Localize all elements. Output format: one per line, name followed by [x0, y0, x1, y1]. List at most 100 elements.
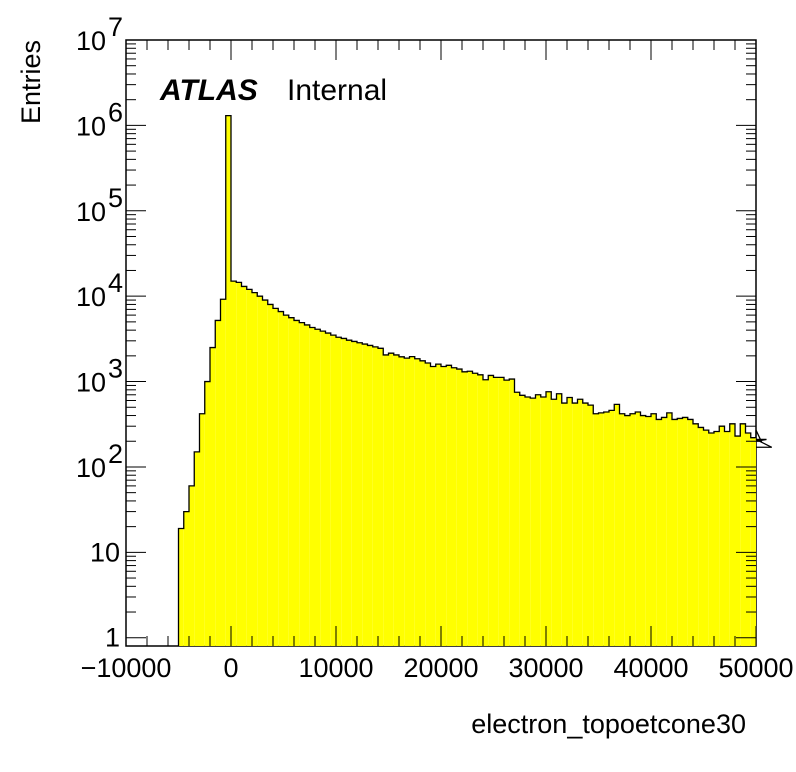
histogram-bar — [462, 371, 468, 646]
histogram-bar — [656, 419, 662, 646]
histogram-bar — [698, 427, 704, 646]
histogram-bar — [509, 379, 515, 646]
histogram-bar — [609, 410, 615, 646]
histogram-bar — [278, 311, 284, 646]
histogram-bar — [341, 338, 347, 646]
histogram-bar — [246, 289, 252, 646]
histogram-bar — [204, 381, 210, 646]
y-axis-title: Entries — [16, 40, 46, 124]
internal-label: Internal — [287, 74, 387, 107]
histogram-bar — [729, 423, 735, 646]
y-tick-label: 10 — [76, 26, 106, 56]
histogram-bar — [477, 374, 483, 646]
histogram-bar — [483, 379, 489, 646]
histogram-bar — [724, 431, 730, 646]
histogram-bar — [519, 395, 525, 646]
histogram-bar — [472, 373, 478, 646]
histogram-bar — [220, 299, 226, 646]
y-tick-label: 10 — [76, 197, 106, 227]
histogram-bar — [635, 412, 641, 646]
histogram-bar — [745, 432, 751, 646]
histogram-bar — [640, 415, 646, 646]
histogram-bar — [645, 416, 651, 646]
histogram-bar — [488, 375, 494, 646]
histogram-bar — [231, 281, 237, 646]
histogram-bar — [556, 393, 562, 646]
histogram-bar — [651, 413, 657, 646]
histogram-bar — [252, 292, 258, 646]
histogram-bar — [294, 320, 300, 646]
histogram-bar — [267, 304, 273, 646]
x-tick-label: −10000 — [81, 653, 172, 683]
histogram-bar — [409, 356, 415, 646]
y-tick-exponent: 3 — [108, 354, 123, 384]
histogram-bar — [672, 419, 678, 646]
histogram-bar — [446, 365, 452, 646]
histogram-bar — [682, 417, 688, 646]
y-tick-label: 10 — [76, 111, 106, 141]
histogram-bar — [593, 413, 599, 646]
histogram-bar — [498, 377, 504, 646]
histogram-bar — [420, 360, 426, 646]
x-tick-label: 10000 — [298, 653, 373, 683]
histogram-bar — [309, 327, 315, 646]
histogram-bar — [504, 380, 510, 646]
histogram-bar — [624, 415, 630, 646]
histogram-bar — [530, 398, 536, 646]
y-tick-label: 1 — [105, 623, 120, 653]
histogram-bar — [330, 335, 336, 646]
histogram-bar — [194, 451, 200, 646]
histogram-bar — [262, 300, 268, 646]
histogram-bar — [357, 342, 363, 646]
x-axis-title: electron_topoetcone30 — [471, 709, 746, 739]
histogram-bar — [315, 329, 321, 646]
histogram-bar — [362, 344, 368, 646]
histogram-bar — [283, 315, 289, 646]
histogram-bar — [178, 528, 184, 646]
y-tick-exponent: 5 — [108, 183, 123, 213]
histogram-bar — [199, 413, 205, 646]
histogram-bar — [703, 430, 709, 646]
histogram-bar — [399, 356, 405, 646]
histogram-bar — [288, 317, 294, 646]
histogram-bar — [514, 392, 520, 646]
histogram-bar — [535, 394, 541, 646]
histogram-bar — [336, 337, 342, 646]
histogram-bar — [404, 358, 410, 646]
y-tick-label: 10 — [76, 368, 106, 398]
histogram-bar — [740, 423, 746, 646]
histogram-bar — [572, 403, 578, 646]
histogram-bar — [551, 399, 557, 646]
histogram-bar — [346, 340, 352, 646]
histogram-bar — [661, 417, 667, 646]
histogram-bar — [351, 341, 357, 646]
histogram-bar — [189, 485, 195, 646]
y-tick-label: 10 — [76, 282, 106, 312]
histogram-bar — [467, 371, 473, 646]
histogram-bar — [414, 358, 420, 646]
histogram-bar — [325, 333, 331, 646]
x-tick-label: 30000 — [508, 653, 583, 683]
histogram-bar — [378, 348, 384, 646]
y-tick-exponent: 2 — [108, 439, 123, 469]
y-tick-exponent: 7 — [108, 12, 123, 42]
histogram-bar — [567, 397, 573, 646]
histogram-bar — [561, 403, 567, 646]
histogram-bar — [750, 437, 756, 646]
y-tick-label: 10 — [90, 537, 120, 567]
y-tick-exponent: 6 — [108, 97, 123, 127]
histogram-bar — [666, 412, 672, 646]
histogram-bar — [236, 282, 242, 646]
histogram-bar — [425, 362, 431, 646]
histogram-bar — [320, 331, 326, 646]
histogram-bar — [372, 346, 378, 646]
histogram-bar — [693, 423, 699, 646]
histogram-bar — [441, 366, 447, 646]
histogram-bar — [383, 354, 389, 646]
x-tick-label: 40000 — [613, 653, 688, 683]
histogram-bar — [367, 345, 373, 646]
histogram-bar — [630, 413, 636, 646]
histogram-bar — [603, 412, 609, 646]
y-tick-exponent: 4 — [108, 268, 123, 298]
